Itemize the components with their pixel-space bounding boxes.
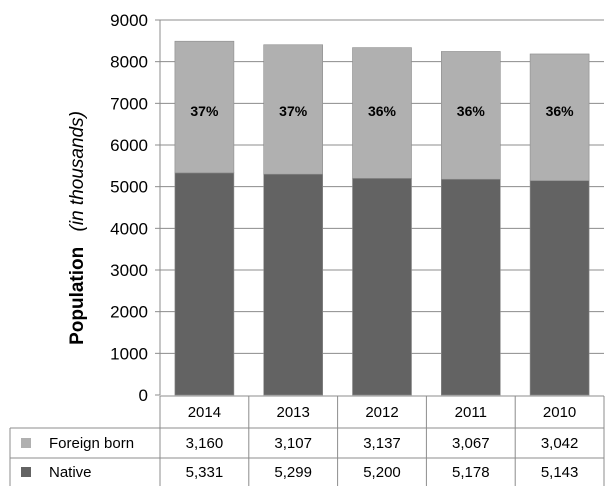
bar-native bbox=[352, 178, 412, 396]
y-tick-label: 5000 bbox=[110, 178, 148, 197]
table-cell: 3,042 bbox=[541, 435, 579, 452]
y-tick-label: 4000 bbox=[110, 219, 148, 238]
table-cell: 3,137 bbox=[363, 435, 401, 452]
y-tick-label: 1000 bbox=[110, 344, 148, 363]
y-tick-label: 9000 bbox=[110, 11, 148, 30]
legend-swatch bbox=[21, 467, 31, 477]
bar-data-label: 37% bbox=[190, 103, 219, 119]
bars: 37% 37% 36% 36% 36% bbox=[174, 40, 590, 396]
y-tick-label: 8000 bbox=[110, 53, 148, 72]
x-category-label: 2010 bbox=[543, 404, 576, 421]
bar-native bbox=[440, 178, 501, 396]
y-tick-label: 2000 bbox=[110, 303, 148, 322]
x-category-label: 2011 bbox=[455, 404, 487, 421]
data-table: 2014 2013 2012 2011 2010 Foreign born 3,160 3,1… bbox=[9, 395, 605, 486]
y-axis-label: Population (in thousands) bbox=[67, 111, 88, 345]
y-axis: 0 1000 2000 3000 4000 5000 6000 7000 8000 9000 bbox=[110, 11, 161, 405]
bar-foreign-born bbox=[263, 44, 324, 175]
y-axis-label-main: Population bbox=[67, 247, 88, 345]
y-tick-label: 3000 bbox=[110, 261, 148, 280]
table-cell: 5,178 bbox=[452, 464, 490, 481]
x-category-label: 2012 bbox=[365, 404, 398, 421]
x-category-label: 2013 bbox=[277, 404, 310, 421]
bar-data-label: 36% bbox=[457, 103, 486, 119]
legend-swatch bbox=[21, 438, 31, 448]
bar-foreign-born bbox=[440, 51, 501, 180]
x-category-label: 2014 bbox=[188, 404, 221, 421]
bar-foreign-born bbox=[174, 40, 235, 174]
y-tick-label: 0 bbox=[139, 386, 148, 405]
table-cell: 3,160 bbox=[186, 435, 224, 452]
bar-data-label: 37% bbox=[279, 103, 308, 119]
bar-foreign-born bbox=[529, 53, 590, 182]
y-tick-label: 7000 bbox=[110, 94, 148, 113]
bar-data-label: 36% bbox=[368, 103, 397, 119]
bar-native bbox=[174, 172, 235, 396]
bar-data-label: 36% bbox=[546, 103, 575, 119]
table-cell: 5,143 bbox=[541, 464, 579, 481]
y-tick-label: 6000 bbox=[110, 136, 148, 155]
table-cell: 5,200 bbox=[363, 464, 401, 481]
y-axis-label-unit: (in thousands) bbox=[67, 111, 88, 231]
table-cell: 5,331 bbox=[186, 464, 224, 481]
legend-entry: Native bbox=[49, 464, 92, 481]
table-cell: 5,299 bbox=[274, 464, 312, 481]
bar-native bbox=[263, 173, 324, 396]
legend-entry: Foreign born bbox=[49, 435, 134, 452]
table-cell: 3,107 bbox=[274, 435, 312, 452]
table-cell: 3,067 bbox=[452, 435, 490, 452]
bar-native bbox=[529, 180, 590, 396]
bar-foreign-born bbox=[352, 47, 412, 179]
